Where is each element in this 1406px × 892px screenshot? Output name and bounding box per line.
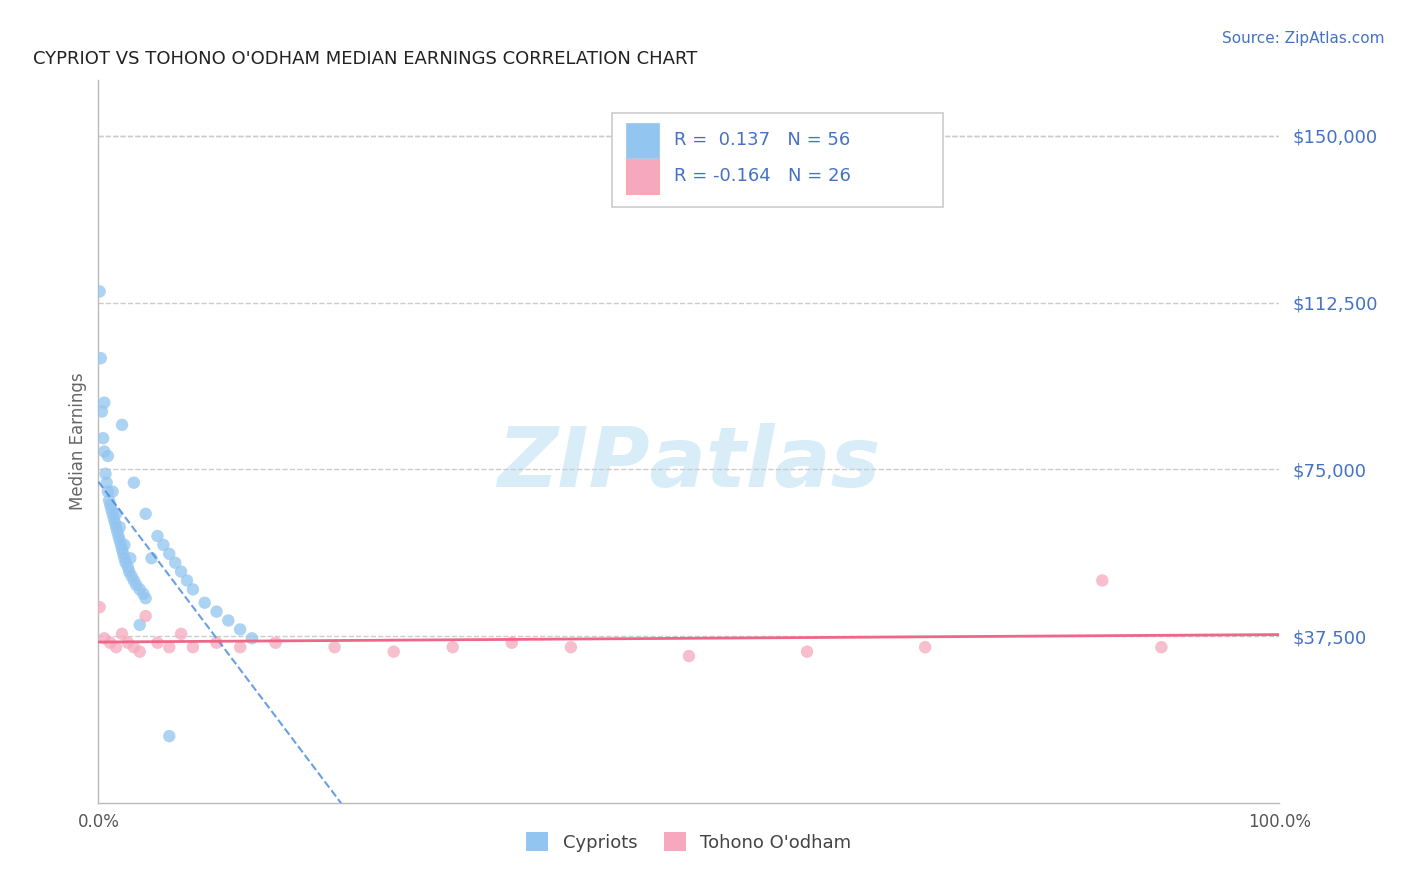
Point	[93, 444, 115, 458]
Point	[229, 640, 252, 655]
Point	[128, 645, 150, 659]
Point	[132, 587, 155, 601]
Text: Source: ZipAtlas.com: Source: ZipAtlas.com	[1222, 31, 1385, 46]
Point	[112, 538, 135, 552]
Point	[91, 404, 114, 418]
Point	[122, 475, 145, 490]
Point	[98, 493, 121, 508]
Point	[114, 556, 136, 570]
Point	[94, 467, 117, 481]
Point	[229, 623, 252, 637]
Point	[91, 431, 114, 445]
Point	[135, 609, 157, 624]
Point	[205, 605, 228, 619]
Text: R =  0.137   N = 56: R = 0.137 N = 56	[673, 131, 849, 149]
Point	[157, 729, 180, 743]
Point	[97, 449, 120, 463]
Point	[141, 551, 163, 566]
Point	[117, 560, 139, 574]
Point	[101, 484, 124, 499]
Point	[176, 574, 198, 588]
Point	[323, 640, 346, 655]
Point	[146, 636, 169, 650]
FancyBboxPatch shape	[612, 112, 943, 207]
Point	[110, 538, 132, 552]
Point	[89, 600, 111, 615]
Point	[93, 632, 115, 646]
Point	[165, 556, 187, 570]
Point	[97, 484, 120, 499]
Point	[111, 417, 134, 432]
Point	[108, 533, 131, 548]
Point	[128, 618, 150, 632]
Point	[112, 551, 135, 566]
Point	[914, 640, 936, 655]
Point	[90, 351, 112, 366]
Point	[264, 636, 287, 650]
Point	[122, 574, 145, 588]
Point	[146, 529, 169, 543]
Point	[122, 640, 145, 655]
Point	[105, 640, 128, 655]
Point	[217, 614, 239, 628]
Point	[98, 498, 121, 512]
Point	[501, 636, 523, 650]
Point	[181, 582, 204, 597]
Point	[111, 627, 134, 641]
Point	[135, 591, 157, 606]
Point	[181, 640, 204, 655]
Point	[105, 520, 128, 534]
Point	[107, 529, 129, 543]
Point	[112, 547, 135, 561]
Point	[170, 565, 193, 579]
Point	[100, 502, 122, 516]
Point	[796, 645, 818, 659]
FancyBboxPatch shape	[626, 123, 659, 158]
Point	[93, 395, 115, 409]
Point	[382, 645, 405, 659]
Point	[96, 475, 118, 490]
Point	[1091, 574, 1114, 588]
Point	[152, 538, 174, 552]
Point	[205, 636, 228, 650]
Point	[89, 285, 111, 299]
Point	[101, 507, 124, 521]
Point	[98, 636, 121, 650]
Point	[1150, 640, 1173, 655]
Point	[170, 627, 193, 641]
FancyBboxPatch shape	[626, 159, 659, 194]
Point	[117, 636, 139, 650]
Point	[240, 632, 263, 646]
Point	[157, 547, 180, 561]
Text: CYPRIOT VS TOHONO O'ODHAM MEDIAN EARNINGS CORRELATION CHART: CYPRIOT VS TOHONO O'ODHAM MEDIAN EARNING…	[34, 50, 697, 68]
Point	[441, 640, 464, 655]
Text: ZIP​atlas: ZIP​atlas	[498, 423, 880, 504]
Point	[118, 565, 141, 579]
Point	[678, 649, 700, 664]
Point	[194, 596, 217, 610]
Point	[105, 507, 128, 521]
Point	[128, 582, 150, 597]
Point	[125, 578, 148, 592]
Point	[104, 516, 127, 530]
Text: R = -0.164   N = 26: R = -0.164 N = 26	[673, 168, 851, 186]
Point	[560, 640, 582, 655]
Point	[135, 507, 157, 521]
Point	[105, 524, 128, 539]
Point	[111, 542, 134, 557]
Y-axis label: Median Earnings: Median Earnings	[69, 373, 87, 510]
Point	[108, 520, 131, 534]
Point	[121, 569, 143, 583]
Point	[103, 511, 125, 525]
Legend: Cypriots, Tohono O'odham: Cypriots, Tohono O'odham	[519, 825, 859, 859]
Point	[157, 640, 180, 655]
Point	[120, 551, 142, 566]
